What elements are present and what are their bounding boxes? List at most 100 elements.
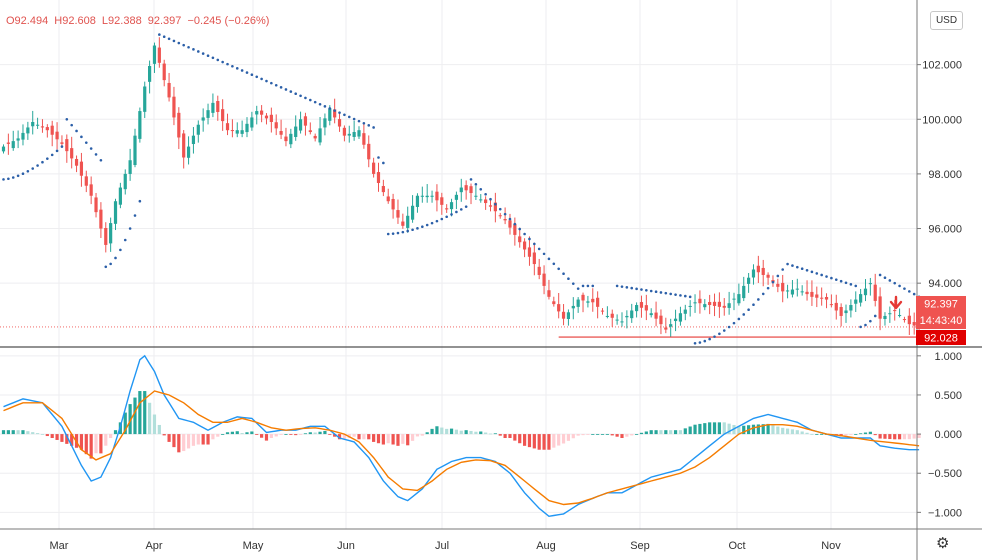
histogram-bar bbox=[703, 423, 707, 435]
candle-body bbox=[313, 135, 317, 139]
candle-body bbox=[522, 241, 527, 250]
sar-dot bbox=[435, 219, 439, 223]
candle-body bbox=[128, 160, 132, 174]
histogram-bar bbox=[70, 434, 74, 446]
change-value: −0.245 (−0.26%) bbox=[187, 15, 270, 27]
candle-body bbox=[206, 110, 210, 118]
candle-body bbox=[907, 315, 911, 325]
histogram-bar bbox=[600, 434, 605, 435]
candle-body bbox=[94, 197, 98, 213]
candle-body bbox=[513, 223, 517, 235]
histogram-bar bbox=[678, 430, 683, 435]
candle-body bbox=[308, 130, 312, 133]
histogram-bar bbox=[897, 434, 902, 440]
histogram-bar bbox=[191, 434, 196, 446]
histogram-bar bbox=[751, 424, 756, 435]
sar-dot bbox=[192, 48, 195, 51]
histogram-bar bbox=[250, 431, 254, 435]
sar-dot bbox=[450, 213, 453, 216]
candle-body bbox=[722, 305, 726, 308]
sar-dot bbox=[299, 94, 302, 98]
sar-dot bbox=[211, 56, 215, 60]
histogram-bar bbox=[35, 433, 40, 435]
sar-dot bbox=[99, 158, 103, 162]
sar-dot bbox=[722, 329, 726, 332]
candle-body bbox=[1, 146, 6, 152]
gear-icon[interactable]: ⚙ bbox=[936, 535, 950, 552]
candle-body bbox=[649, 313, 653, 316]
histogram-bar bbox=[415, 434, 420, 437]
candle-body bbox=[40, 126, 45, 128]
candle-body bbox=[31, 122, 35, 127]
candle-body bbox=[635, 305, 639, 312]
histogram-bar bbox=[669, 430, 673, 435]
histogram-bar bbox=[16, 430, 20, 435]
candle-body bbox=[172, 96, 176, 118]
sar-dot bbox=[128, 227, 132, 230]
sar-dot bbox=[630, 286, 634, 290]
sar-dot bbox=[362, 121, 366, 125]
sar-dot bbox=[854, 284, 858, 288]
histogram-bar bbox=[688, 426, 692, 435]
histogram-bar bbox=[1, 430, 6, 435]
sar-dot bbox=[693, 341, 697, 345]
sar-dot bbox=[109, 262, 112, 266]
histogram-bar bbox=[781, 427, 785, 435]
histogram-bar bbox=[84, 434, 88, 455]
sar-dot bbox=[201, 52, 205, 55]
candle-body bbox=[532, 252, 536, 265]
last-price-badge bbox=[916, 296, 966, 311]
sar-dot bbox=[255, 75, 259, 79]
histogram-bar bbox=[148, 402, 152, 435]
candle-body bbox=[459, 187, 463, 193]
sar-dot bbox=[357, 119, 361, 123]
histogram-bar bbox=[216, 434, 220, 437]
sar-dot bbox=[805, 268, 809, 272]
candle-body bbox=[245, 123, 249, 133]
histogram-bar bbox=[863, 432, 868, 435]
histogram-bar bbox=[805, 432, 809, 435]
currency-button[interactable]: USD bbox=[930, 11, 963, 30]
candle-body bbox=[381, 186, 385, 193]
histogram-bar bbox=[294, 434, 298, 436]
histogram-bar bbox=[94, 434, 98, 454]
candle-body bbox=[766, 274, 770, 278]
candle-body bbox=[284, 136, 288, 142]
sar-dot bbox=[888, 279, 892, 282]
sar-dot bbox=[654, 290, 658, 294]
candle-body bbox=[488, 205, 493, 207]
sar-dot bbox=[338, 111, 341, 114]
macd-axis[interactable]: 1.000 0.500 0.000 −0.500 −1.000 bbox=[917, 351, 962, 520]
sar-dot bbox=[55, 149, 59, 153]
histogram-bar bbox=[693, 424, 697, 435]
high-value: H92.608 bbox=[54, 15, 96, 27]
sar-dot bbox=[883, 276, 887, 280]
sar-dot bbox=[50, 153, 54, 157]
sar-dot bbox=[343, 113, 346, 117]
sar-dot bbox=[523, 232, 526, 236]
histogram-bar bbox=[313, 432, 317, 435]
sar-dot bbox=[133, 214, 137, 217]
histogram-bar bbox=[790, 429, 795, 435]
candle-body bbox=[347, 133, 351, 136]
price-axis[interactable]: 102.000 100.000 98.000 96.000 94.000 bbox=[917, 60, 962, 291]
candle-body bbox=[89, 184, 93, 196]
candle-body bbox=[464, 185, 468, 191]
sar-dot bbox=[177, 41, 181, 45]
candle-body bbox=[703, 304, 707, 308]
candle-body bbox=[55, 131, 59, 140]
candle-body bbox=[84, 176, 88, 186]
histogram-bar bbox=[162, 434, 166, 436]
time-axis[interactable]: Mar Apr May Jun Jul Aug Sep Oct Nov bbox=[50, 540, 842, 552]
histogram-bar bbox=[844, 434, 848, 436]
sar-dot bbox=[80, 135, 83, 139]
candle-body bbox=[303, 116, 308, 126]
sar-dot bbox=[158, 33, 161, 36]
histogram-bar bbox=[508, 434, 512, 438]
sar-dot bbox=[825, 275, 828, 278]
candle-body bbox=[678, 313, 683, 322]
candle-body bbox=[260, 110, 264, 115]
sar-dot bbox=[84, 141, 88, 144]
